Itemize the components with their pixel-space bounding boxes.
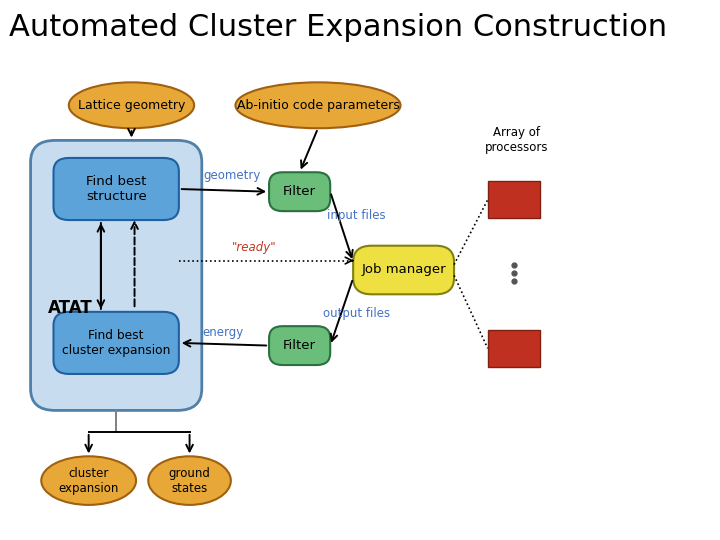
Text: input files: input files xyxy=(327,210,386,222)
FancyBboxPatch shape xyxy=(53,312,179,374)
Text: Find best
cluster expansion: Find best cluster expansion xyxy=(62,329,171,357)
Text: Find best
structure: Find best structure xyxy=(86,175,147,203)
Text: Ab-initio code parameters: Ab-initio code parameters xyxy=(237,99,400,112)
FancyBboxPatch shape xyxy=(30,140,202,410)
FancyBboxPatch shape xyxy=(53,158,179,220)
Text: Automated Cluster Expansion Construction: Automated Cluster Expansion Construction xyxy=(9,14,667,43)
Text: Job manager: Job manager xyxy=(361,264,446,276)
FancyBboxPatch shape xyxy=(353,246,454,294)
Ellipse shape xyxy=(69,82,194,128)
Ellipse shape xyxy=(148,456,231,505)
Text: "ready": "ready" xyxy=(231,240,276,254)
Text: energy: energy xyxy=(202,326,244,339)
Text: Filter: Filter xyxy=(283,339,316,352)
Text: cluster
expansion: cluster expansion xyxy=(58,467,119,495)
FancyBboxPatch shape xyxy=(269,172,330,211)
Ellipse shape xyxy=(41,456,136,505)
Text: Lattice geometry: Lattice geometry xyxy=(78,99,185,112)
Text: geometry: geometry xyxy=(204,169,261,182)
Bar xyxy=(487,330,540,367)
Text: output files: output files xyxy=(323,307,390,320)
FancyBboxPatch shape xyxy=(269,326,330,365)
Ellipse shape xyxy=(235,82,400,128)
Text: ground
states: ground states xyxy=(168,467,210,495)
Text: Array of
processors: Array of processors xyxy=(485,126,549,154)
Text: ATAT: ATAT xyxy=(48,299,92,317)
Text: Filter: Filter xyxy=(283,185,316,198)
Bar xyxy=(487,181,540,218)
